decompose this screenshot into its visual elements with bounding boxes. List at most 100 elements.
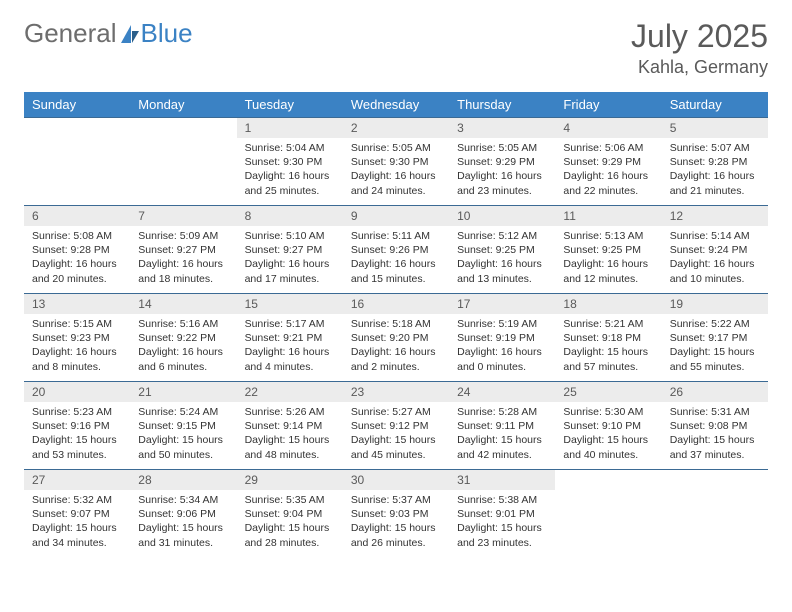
day-body: Sunrise: 5:05 AMSunset: 9:30 PMDaylight:…	[343, 138, 449, 204]
calendar-day-cell: ..	[130, 118, 236, 206]
day-body: Sunrise: 5:38 AMSunset: 9:01 PMDaylight:…	[449, 490, 555, 556]
weekday-header: Tuesday	[237, 92, 343, 118]
calendar-day-cell: 15Sunrise: 5:17 AMSunset: 9:21 PMDayligh…	[237, 294, 343, 382]
day-body: Sunrise: 5:13 AMSunset: 9:25 PMDaylight:…	[555, 226, 661, 292]
day-number: 11	[555, 206, 661, 226]
day-body: Sunrise: 5:19 AMSunset: 9:19 PMDaylight:…	[449, 314, 555, 380]
day-number: 21	[130, 382, 236, 402]
day-body: Sunrise: 5:09 AMSunset: 9:27 PMDaylight:…	[130, 226, 236, 292]
day-number: 25	[555, 382, 661, 402]
weekday-header: Saturday	[662, 92, 768, 118]
day-body: Sunrise: 5:35 AMSunset: 9:04 PMDaylight:…	[237, 490, 343, 556]
header: General Blue July 2025 Kahla, Germany	[24, 18, 768, 78]
calendar-day-cell: 26Sunrise: 5:31 AMSunset: 9:08 PMDayligh…	[662, 382, 768, 470]
day-number: 12	[662, 206, 768, 226]
day-number: 1	[237, 118, 343, 138]
day-body: Sunrise: 5:16 AMSunset: 9:22 PMDaylight:…	[130, 314, 236, 380]
weekday-header: Thursday	[449, 92, 555, 118]
day-number: 3	[449, 118, 555, 138]
calendar-day-cell: 25Sunrise: 5:30 AMSunset: 9:10 PMDayligh…	[555, 382, 661, 470]
weekday-row: SundayMondayTuesdayWednesdayThursdayFrid…	[24, 92, 768, 118]
calendar-week-row: 27Sunrise: 5:32 AMSunset: 9:07 PMDayligh…	[24, 470, 768, 558]
day-number: 30	[343, 470, 449, 490]
calendar-day-cell: ..	[662, 470, 768, 558]
day-body: Sunrise: 5:34 AMSunset: 9:06 PMDaylight:…	[130, 490, 236, 556]
day-number: 22	[237, 382, 343, 402]
calendar-week-row: ....1Sunrise: 5:04 AMSunset: 9:30 PMDayl…	[24, 118, 768, 206]
day-number: 27	[24, 470, 130, 490]
day-number: 10	[449, 206, 555, 226]
calendar-week-row: 20Sunrise: 5:23 AMSunset: 9:16 PMDayligh…	[24, 382, 768, 470]
calendar-day-cell: 4Sunrise: 5:06 AMSunset: 9:29 PMDaylight…	[555, 118, 661, 206]
day-body: Sunrise: 5:21 AMSunset: 9:18 PMDaylight:…	[555, 314, 661, 380]
day-number: 18	[555, 294, 661, 314]
calendar-day-cell: 9Sunrise: 5:11 AMSunset: 9:26 PMDaylight…	[343, 206, 449, 294]
calendar-day-cell: 14Sunrise: 5:16 AMSunset: 9:22 PMDayligh…	[130, 294, 236, 382]
calendar-day-cell: 21Sunrise: 5:24 AMSunset: 9:15 PMDayligh…	[130, 382, 236, 470]
calendar-day-cell: 1Sunrise: 5:04 AMSunset: 9:30 PMDaylight…	[237, 118, 343, 206]
calendar-day-cell: 12Sunrise: 5:14 AMSunset: 9:24 PMDayligh…	[662, 206, 768, 294]
calendar-table: SundayMondayTuesdayWednesdayThursdayFrid…	[24, 92, 768, 558]
calendar-day-cell: 22Sunrise: 5:26 AMSunset: 9:14 PMDayligh…	[237, 382, 343, 470]
weekday-header: Monday	[130, 92, 236, 118]
day-body: Sunrise: 5:24 AMSunset: 9:15 PMDaylight:…	[130, 402, 236, 468]
day-number: 4	[555, 118, 661, 138]
day-body: Sunrise: 5:05 AMSunset: 9:29 PMDaylight:…	[449, 138, 555, 204]
day-body: Sunrise: 5:27 AMSunset: 9:12 PMDaylight:…	[343, 402, 449, 468]
calendar-week-row: 6Sunrise: 5:08 AMSunset: 9:28 PMDaylight…	[24, 206, 768, 294]
day-body: Sunrise: 5:26 AMSunset: 9:14 PMDaylight:…	[237, 402, 343, 468]
day-body: Sunrise: 5:06 AMSunset: 9:29 PMDaylight:…	[555, 138, 661, 204]
calendar-day-cell: 30Sunrise: 5:37 AMSunset: 9:03 PMDayligh…	[343, 470, 449, 558]
day-body: Sunrise: 5:04 AMSunset: 9:30 PMDaylight:…	[237, 138, 343, 204]
day-number: 16	[343, 294, 449, 314]
day-body: Sunrise: 5:32 AMSunset: 9:07 PMDaylight:…	[24, 490, 130, 556]
calendar-head: SundayMondayTuesdayWednesdayThursdayFrid…	[24, 92, 768, 118]
calendar-day-cell: 17Sunrise: 5:19 AMSunset: 9:19 PMDayligh…	[449, 294, 555, 382]
calendar-day-cell: 8Sunrise: 5:10 AMSunset: 9:27 PMDaylight…	[237, 206, 343, 294]
day-number: 20	[24, 382, 130, 402]
calendar-day-cell: 23Sunrise: 5:27 AMSunset: 9:12 PMDayligh…	[343, 382, 449, 470]
day-body: Sunrise: 5:23 AMSunset: 9:16 PMDaylight:…	[24, 402, 130, 468]
calendar-day-cell: 18Sunrise: 5:21 AMSunset: 9:18 PMDayligh…	[555, 294, 661, 382]
calendar-day-cell: ..	[24, 118, 130, 206]
calendar-day-cell: 24Sunrise: 5:28 AMSunset: 9:11 PMDayligh…	[449, 382, 555, 470]
day-number: 14	[130, 294, 236, 314]
calendar-day-cell: 10Sunrise: 5:12 AMSunset: 9:25 PMDayligh…	[449, 206, 555, 294]
calendar-day-cell: 16Sunrise: 5:18 AMSunset: 9:20 PMDayligh…	[343, 294, 449, 382]
sail-icon	[119, 23, 141, 45]
calendar-day-cell: 29Sunrise: 5:35 AMSunset: 9:04 PMDayligh…	[237, 470, 343, 558]
day-body: Sunrise: 5:30 AMSunset: 9:10 PMDaylight:…	[555, 402, 661, 468]
day-number: 13	[24, 294, 130, 314]
day-number: 7	[130, 206, 236, 226]
day-body: Sunrise: 5:22 AMSunset: 9:17 PMDaylight:…	[662, 314, 768, 380]
calendar-day-cell: 27Sunrise: 5:32 AMSunset: 9:07 PMDayligh…	[24, 470, 130, 558]
calendar-day-cell: 5Sunrise: 5:07 AMSunset: 9:28 PMDaylight…	[662, 118, 768, 206]
brand-part1: General	[24, 18, 117, 49]
day-body: Sunrise: 5:15 AMSunset: 9:23 PMDaylight:…	[24, 314, 130, 380]
day-number: 23	[343, 382, 449, 402]
weekday-header: Wednesday	[343, 92, 449, 118]
day-number: 6	[24, 206, 130, 226]
day-body: Sunrise: 5:18 AMSunset: 9:20 PMDaylight:…	[343, 314, 449, 380]
calendar-day-cell: 11Sunrise: 5:13 AMSunset: 9:25 PMDayligh…	[555, 206, 661, 294]
day-body: Sunrise: 5:12 AMSunset: 9:25 PMDaylight:…	[449, 226, 555, 292]
calendar-day-cell: 20Sunrise: 5:23 AMSunset: 9:16 PMDayligh…	[24, 382, 130, 470]
calendar-body: ....1Sunrise: 5:04 AMSunset: 9:30 PMDayl…	[24, 118, 768, 558]
day-body: Sunrise: 5:14 AMSunset: 9:24 PMDaylight:…	[662, 226, 768, 292]
day-number: 5	[662, 118, 768, 138]
day-number: 8	[237, 206, 343, 226]
day-body: Sunrise: 5:11 AMSunset: 9:26 PMDaylight:…	[343, 226, 449, 292]
day-body: Sunrise: 5:31 AMSunset: 9:08 PMDaylight:…	[662, 402, 768, 468]
day-number: 19	[662, 294, 768, 314]
calendar-day-cell: 28Sunrise: 5:34 AMSunset: 9:06 PMDayligh…	[130, 470, 236, 558]
day-body: Sunrise: 5:10 AMSunset: 9:27 PMDaylight:…	[237, 226, 343, 292]
weekday-header: Friday	[555, 92, 661, 118]
weekday-header: Sunday	[24, 92, 130, 118]
calendar-week-row: 13Sunrise: 5:15 AMSunset: 9:23 PMDayligh…	[24, 294, 768, 382]
calendar-day-cell: 2Sunrise: 5:05 AMSunset: 9:30 PMDaylight…	[343, 118, 449, 206]
calendar-day-cell: 19Sunrise: 5:22 AMSunset: 9:17 PMDayligh…	[662, 294, 768, 382]
calendar-day-cell: ..	[555, 470, 661, 558]
day-body: Sunrise: 5:08 AMSunset: 9:28 PMDaylight:…	[24, 226, 130, 292]
day-number: 31	[449, 470, 555, 490]
day-number: 2	[343, 118, 449, 138]
